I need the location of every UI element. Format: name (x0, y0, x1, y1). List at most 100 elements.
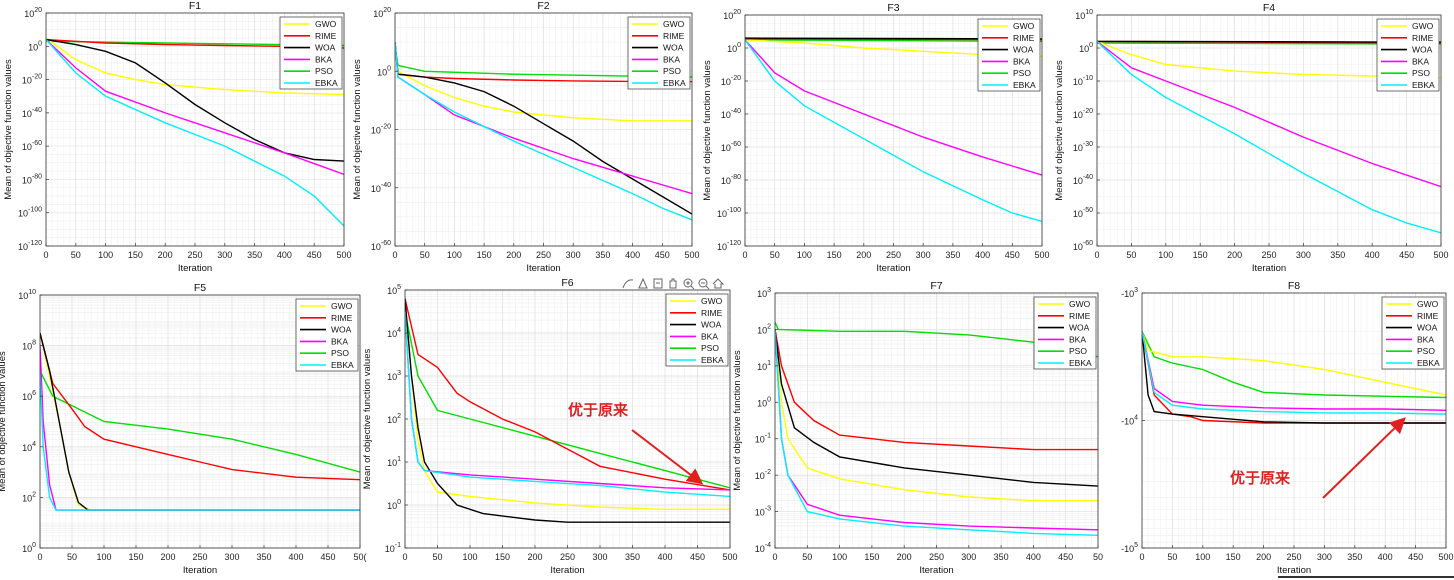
series-group (405, 298, 730, 523)
pan-icon[interactable] (669, 278, 677, 289)
legend-box (977, 18, 1041, 92)
y-tick-label: 10-120 (717, 240, 741, 252)
x-tick-label: 150 (1226, 552, 1241, 562)
x-tick-label: 100 (447, 250, 462, 260)
x-tick-label: 250 (1261, 250, 1276, 260)
legend-label-rime: RIME (1013, 33, 1035, 43)
series-group (395, 42, 692, 221)
series-line-woa (775, 329, 1098, 487)
legend-label-pso: PSO (663, 66, 681, 76)
grid (1141, 292, 1447, 549)
zoom-in-icon[interactable] (683, 278, 695, 290)
legend-label-ebka: EBKA (1412, 80, 1435, 90)
series-line-gwo (1142, 331, 1446, 396)
x-tick-label: 150 (495, 552, 510, 562)
series-line-pso (775, 321, 1098, 358)
legend-label-pso: PSO (1417, 346, 1435, 356)
chart-title: F7 (930, 280, 942, 292)
x-tick-label: 350 (1347, 552, 1362, 562)
x-tick-label: 0 (37, 552, 42, 562)
legend-box (279, 16, 343, 90)
legend-label-rime: RIME (1417, 311, 1439, 321)
legend-label-rime: RIME (1412, 33, 1434, 43)
series-line-woa (1142, 331, 1446, 424)
legend-icon[interactable] (653, 278, 663, 289)
legend-label-woa: WOA (331, 325, 352, 335)
legend-label-woa: WOA (315, 43, 336, 53)
x-tick-label: 300 (217, 250, 232, 260)
annotation-arrow-f6 (631, 429, 704, 485)
y-tick-label: 10-100 (18, 207, 42, 219)
series-line-bka (1142, 331, 1446, 411)
legend-label-gwo: GWO (701, 296, 723, 306)
y-tick-label: 100 (1079, 42, 1093, 54)
x-tick-label: 250 (560, 552, 575, 562)
x-tick-label: 100 (1195, 552, 1210, 562)
chart-panel-f2: 0 50 100 150 200 250 300 350 400 450 500 10-60 10-40… (352, 0, 700, 274)
legend-label-ebka: EBKA (1417, 358, 1440, 368)
x-tick-label: 300 (916, 250, 931, 260)
x-tick-label: 100 (832, 552, 847, 562)
data-tip-icon[interactable] (638, 277, 648, 289)
x-tick-label: 300 (1296, 250, 1311, 260)
brush-icon[interactable] (622, 279, 634, 289)
x-tick-label: 350 (1330, 250, 1345, 260)
x-tick-label: 450 (1005, 250, 1020, 260)
y-tick-label: 10-10 (1073, 75, 1093, 87)
home-icon[interactable] (712, 278, 725, 289)
legend-label-bka: BKA (331, 336, 348, 346)
x-tick-label: 450 (1408, 552, 1423, 562)
series-line-bka (46, 39, 344, 176)
legend-label-woa: WOA (1013, 45, 1034, 55)
y-tick-label: 10-20 (1073, 108, 1093, 120)
series-line-gwo (1097, 40, 1441, 79)
x-tick-label: 500 (1034, 250, 1049, 260)
legend-label-woa: WOA (1412, 45, 1433, 55)
x-tick-label: 50 (1167, 552, 1177, 562)
legend-box (1381, 296, 1445, 370)
y-tick-label: 102 (757, 323, 771, 335)
y-tick-label: 10-1 (385, 542, 401, 554)
y-axis-label: Mean of objective function values (1054, 60, 1065, 201)
x-tick-label: 150 (864, 552, 879, 562)
legend-label-pso: PSO (1069, 346, 1087, 356)
chart-panel-f8: 0 50 100 150 200 250 300 350 400 450 500 -103 -104 -1… (1121, 280, 1453, 576)
x-tick-label: 350 (247, 250, 262, 260)
y-tick-label: -104 (1121, 415, 1138, 427)
y-tick-label: 10-60 (371, 240, 391, 252)
series-line-rime (405, 298, 730, 491)
legend-box (295, 298, 359, 372)
series-line-ebka (40, 370, 360, 511)
x-axis-label: Iteration (526, 263, 560, 274)
y-tick-label: 100 (727, 42, 741, 54)
legend-label-bka: BKA (1417, 334, 1434, 344)
x-tick-label: 350 (625, 552, 640, 562)
y-tick-label: 1020 (24, 7, 42, 19)
x-tick-label: 100 (98, 250, 113, 260)
x-tick-label: 450 (1399, 250, 1414, 260)
x-tick-label: 400 (288, 552, 303, 562)
annotation-text-f6: 优于原来 (568, 401, 629, 419)
x-tick-label: 300 (566, 250, 581, 260)
x-tick-label: 450 (320, 552, 335, 562)
x-tick-label: 50 (420, 250, 430, 260)
x-tick-label: 100 (797, 250, 812, 260)
legend-label-gwo: GWO (331, 301, 353, 311)
series-line-pso (1142, 330, 1446, 399)
series-line-gwo (395, 42, 692, 122)
legend-label-bka: BKA (315, 54, 332, 64)
legend-label-woa: WOA (701, 320, 722, 330)
x-tick-label: 500 (1433, 250, 1448, 260)
zoom-out-icon[interactable] (698, 278, 710, 290)
x-tick-label: 200 (856, 250, 871, 260)
legend-label-gwo: GWO (663, 19, 685, 29)
y-tick-label: 10-20 (721, 75, 741, 87)
legend-label-gwo: GWO (1069, 299, 1091, 309)
x-tick-label: 250 (536, 250, 551, 260)
